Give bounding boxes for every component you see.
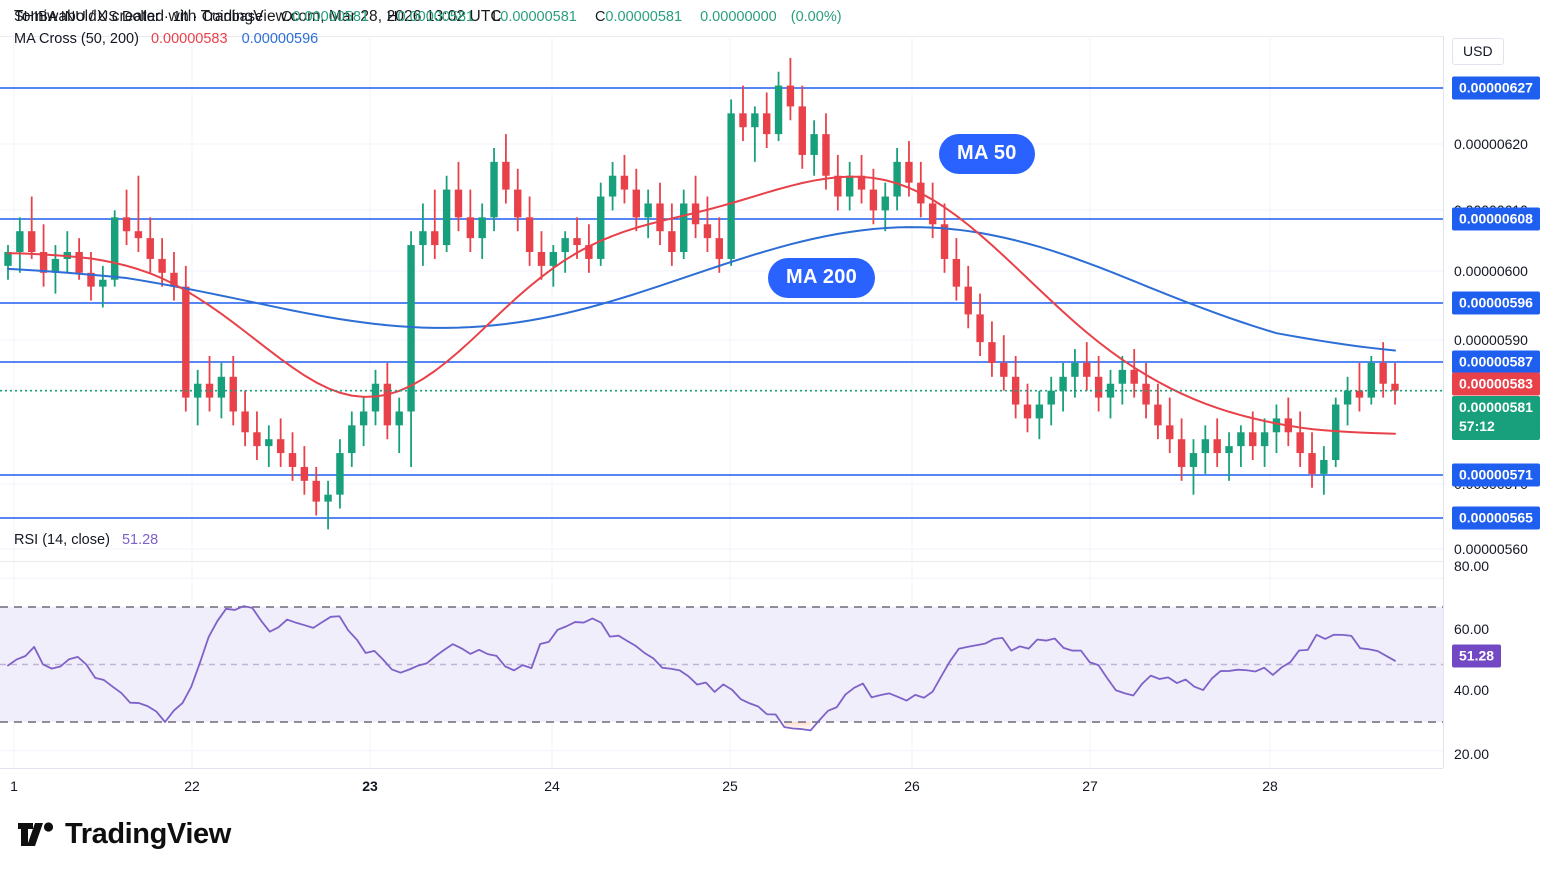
time-tick-label: 25 xyxy=(722,778,738,794)
price-tick-label: 0.00000590 xyxy=(1454,332,1528,348)
tradingview-logo-icon xyxy=(18,821,54,848)
price-scale[interactable]: USD 0.000006200.000006100.000006000.0000… xyxy=(1443,36,1561,768)
time-tick-label: 26 xyxy=(904,778,920,794)
rsi-value: 51.28 xyxy=(121,532,159,548)
level-price-badge[interactable]: 0.00000565 xyxy=(1452,506,1540,530)
time-tick-label: 23 xyxy=(362,778,378,794)
currency-label[interactable]: USD xyxy=(1452,38,1504,65)
rsi-tick-label: 40.00 xyxy=(1454,682,1490,698)
level-price-badge[interactable]: 0.00000571 xyxy=(1452,463,1540,487)
rsi-legend: RSI (14, close) 51.28 xyxy=(14,532,158,548)
low-value: 0.00000581 xyxy=(500,9,577,25)
close-value: 0.00000581 xyxy=(605,9,683,25)
level-price-badge[interactable]: 0.00000587 xyxy=(1452,350,1540,374)
price-tick-label: 0.00000600 xyxy=(1454,263,1528,279)
rsi-chart-svg xyxy=(0,561,1443,768)
rsi-title: RSI (14, close) xyxy=(14,532,110,548)
time-tick-label: 24 xyxy=(544,778,560,794)
price-chart-svg xyxy=(0,36,1443,561)
time-tick-label: 1 xyxy=(10,778,18,794)
level-price-badge[interactable]: 0.00000627 xyxy=(1452,76,1540,100)
time-tick-label: 28 xyxy=(1262,778,1278,794)
pane-divider xyxy=(0,561,1443,562)
rsi-value-badge[interactable]: 51.28 xyxy=(1452,644,1502,668)
rsi-pane[interactable] xyxy=(0,561,1443,768)
rsi-tick-label: 60.00 xyxy=(1454,621,1490,637)
tradingview-brand: TradingView xyxy=(18,818,231,851)
chart-frame xyxy=(0,36,1561,768)
level-price-badge[interactable]: 0.00000608 xyxy=(1452,207,1540,231)
ma50-price-badge[interactable]: 0.00000583 xyxy=(1452,372,1540,396)
last-price-badge[interactable]: 0.00000581 57:12 xyxy=(1452,396,1540,440)
rsi-tick-label: 80.00 xyxy=(1454,558,1490,574)
price-tick-label: 0.00000620 xyxy=(1454,136,1528,152)
tradingview-wordmark: TradingView xyxy=(65,818,231,850)
change-value: 0.00000000 xyxy=(700,9,777,25)
ma-50-callout[interactable]: MA 50 xyxy=(939,134,1035,174)
attribution-text: TomiwaboldX created with TradingView.com… xyxy=(14,8,502,25)
change-percent: (0.00%) xyxy=(790,9,842,25)
rsi-tick-label: 20.00 xyxy=(1454,746,1490,762)
time-scale[interactable]: 1 22 23 24 25 26 27 28 xyxy=(0,768,1443,806)
price-pane[interactable] xyxy=(0,36,1443,561)
ma-200-callout[interactable]: MA 200 xyxy=(768,258,876,298)
time-tick-label: 27 xyxy=(1082,778,1098,794)
plot-area xyxy=(0,36,1443,768)
header-divider xyxy=(0,36,1561,37)
time-tick-label: 22 xyxy=(184,778,200,794)
bar-countdown: 57:12 xyxy=(1459,418,1495,434)
price-tick-label: 0.00000560 xyxy=(1454,541,1528,557)
last-price-value: 0.00000581 xyxy=(1459,399,1533,415)
level-price-badge[interactable]: 0.00000596 xyxy=(1452,291,1540,315)
close-label: C xyxy=(594,9,606,25)
